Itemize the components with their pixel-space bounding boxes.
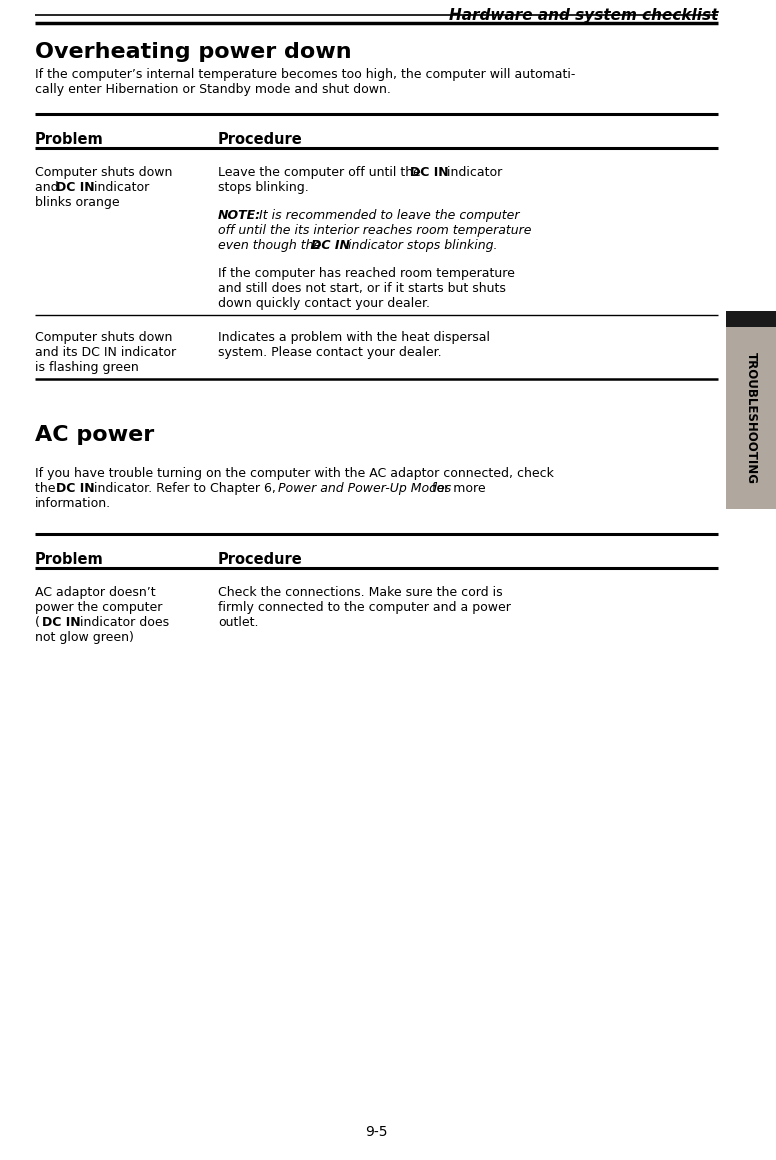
Text: and its DC IN indicator: and its DC IN indicator [35,346,176,358]
Text: NOTE:: NOTE: [218,209,262,222]
Text: Problem: Problem [35,132,104,147]
Text: DC IN: DC IN [311,239,350,252]
Text: TROUBLESHOOTING: TROUBLESHOOTING [744,351,757,484]
Text: If the computer’s internal temperature becomes too high, the computer will autom: If the computer’s internal temperature b… [35,68,575,81]
Text: Hardware and system checklist: Hardware and system checklist [449,8,718,23]
Text: indicator: indicator [443,166,502,179]
Text: DC IN: DC IN [56,483,95,495]
Text: Overheating power down: Overheating power down [35,42,352,61]
Text: firmly connected to the computer and a power: firmly connected to the computer and a p… [218,601,511,614]
Text: DC IN: DC IN [42,616,81,629]
Text: If the computer has reached room temperature: If the computer has reached room tempera… [218,267,514,280]
Text: Problem: Problem [35,552,104,567]
Text: stops blinking.: stops blinking. [218,181,309,194]
Text: system. Please contact your dealer.: system. Please contact your dealer. [218,346,442,358]
Text: information.: information. [35,496,111,510]
Text: (: ( [35,616,40,629]
Text: It is recommended to leave the computer: It is recommended to leave the computer [255,209,519,222]
Text: Procedure: Procedure [218,552,303,567]
Text: down quickly contact your dealer.: down quickly contact your dealer. [218,297,430,310]
Text: Power and Power-Up Modes: Power and Power-Up Modes [278,483,452,495]
Text: indicator stops blinking.: indicator stops blinking. [344,239,497,252]
Text: Computer shuts down: Computer shuts down [35,166,172,179]
Text: 9-5: 9-5 [365,1125,388,1139]
Bar [726,327,776,509]
Text: AC adaptor doesn’t: AC adaptor doesn’t [35,586,156,599]
Text: indicator. Refer to Chapter 6,: indicator. Refer to Chapter 6, [90,483,280,495]
Text: not glow green): not glow green) [35,631,134,644]
Text: Check the connections. Make sure the cord is: Check the connections. Make sure the cor… [218,586,503,599]
Text: the: the [35,483,60,495]
Text: If you have trouble turning on the computer with the AC adaptor connected, check: If you have trouble turning on the compu… [35,467,554,480]
Text: is flashing green: is flashing green [35,361,139,374]
Text: DC IN: DC IN [56,181,95,194]
Text: Leave the computer off until the: Leave the computer off until the [218,166,425,179]
Text: even though the: even though the [218,239,325,252]
Bar [726,311,776,327]
Text: indicator: indicator [90,181,149,194]
Text: for more: for more [428,483,486,495]
Text: power the computer: power the computer [35,601,162,614]
Text: blinks orange: blinks orange [35,196,120,209]
Text: Indicates a problem with the heat dispersal: Indicates a problem with the heat disper… [218,331,490,345]
Text: cally enter Hibernation or Standby mode and shut down.: cally enter Hibernation or Standby mode … [35,84,391,96]
Text: DC IN: DC IN [410,166,449,179]
Text: and: and [35,181,63,194]
Text: Computer shuts down: Computer shuts down [35,331,172,345]
Text: indicator does: indicator does [76,616,169,629]
Text: off until the its interior reaches room temperature: off until the its interior reaches room … [218,224,532,237]
Text: Procedure: Procedure [218,132,303,147]
Text: AC power: AC power [35,425,154,445]
Text: and still does not start, or if it starts but shuts: and still does not start, or if it start… [218,282,506,295]
Text: outlet.: outlet. [218,616,258,629]
